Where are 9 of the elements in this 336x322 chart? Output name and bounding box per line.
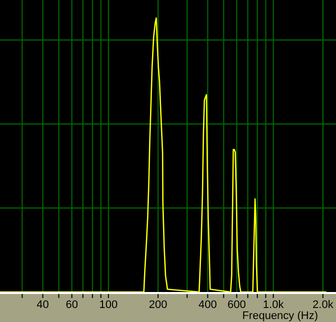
x-tick-label: 600 [228,299,246,311]
x-tick-label: 100 [99,299,118,311]
x-axis-title: Frequency (Hz) [242,310,318,322]
x-tick-label: 1.0k [262,299,284,311]
x-tick-label: 2.0k [312,299,334,311]
x-tick-label: 60 [66,299,78,311]
x-tick-label: 40 [36,299,49,311]
x-tick-label: 400 [198,299,217,311]
x-tick-label: 200 [148,299,168,311]
